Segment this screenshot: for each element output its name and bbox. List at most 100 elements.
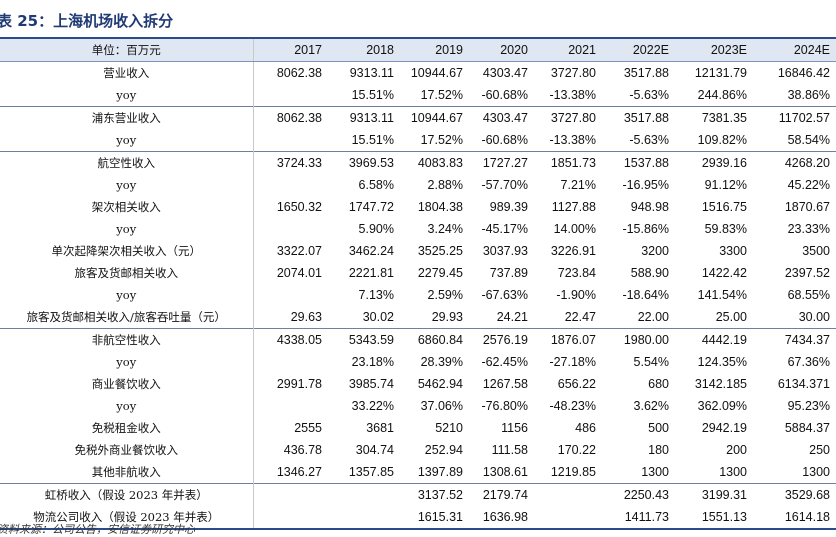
table-cell xyxy=(253,506,328,530)
table-cell: 2250.43 xyxy=(602,483,675,506)
row-label: 商业餐饮收入 xyxy=(0,373,254,395)
table-cell: 8062.38 xyxy=(253,61,328,84)
table-row: yoy 15.51% 17.52% -60.68% -13.38% -5.63% 244.8… xyxy=(0,84,836,107)
table-cell: -45.17% xyxy=(481,222,528,236)
table-cell: 1804.38 xyxy=(417,200,463,214)
table-cell: 2939.16 xyxy=(675,151,753,174)
table-cell: 23.33% xyxy=(787,222,830,236)
table-row: 架次相关收入 1650.32 1747.72 1804.38 989.39 1127.88… xyxy=(0,196,836,218)
table-cell: 4338.05 xyxy=(253,328,328,351)
table-cell: 1851.73 xyxy=(534,151,602,174)
table-cell: -13.38% xyxy=(549,133,596,147)
table-cell: -16.95% xyxy=(622,178,669,192)
row-label: 旅客及货邮相关收入/旅客吞吐量（元） xyxy=(0,306,254,329)
table-cell: 486 xyxy=(575,421,596,435)
table-cell: 948.98 xyxy=(630,200,669,214)
year-header: 2018 xyxy=(328,37,400,62)
table-row: 旅客及货邮相关收入 2074.01 2221.81 2279.45 737.89 723.… xyxy=(0,262,836,284)
table-cell: 3.62% xyxy=(633,399,669,413)
table-cell: 29.93 xyxy=(431,310,463,324)
table-cell: 500 xyxy=(648,421,669,435)
table-cell: 10944.67 xyxy=(400,61,469,84)
table-cell: 2179.74 xyxy=(469,483,534,506)
table-row: 虹桥收入（假设 2023 年并表） 3137.52 2179.74 2250.43 31… xyxy=(0,483,836,506)
table-cell: 1346.27 xyxy=(276,465,322,479)
table-cell xyxy=(253,84,328,107)
table-cell: 7434.37 xyxy=(753,328,836,351)
table-cell: 10944.67 xyxy=(400,106,469,129)
row-label: 旅客及货邮相关收入 xyxy=(0,262,254,284)
year-header: 2017 xyxy=(253,37,328,62)
table-cell: 5884.37 xyxy=(784,421,830,435)
table-cell: 3681 xyxy=(366,421,394,435)
table-cell: 170.22 xyxy=(557,443,596,457)
table-cell: 124.35% xyxy=(697,355,747,369)
table-cell: 737.89 xyxy=(489,266,528,280)
year-header: 2023E xyxy=(675,37,753,62)
table-cell: 3969.53 xyxy=(328,151,400,174)
table-cell: 3985.74 xyxy=(348,377,394,391)
row-label: yoy xyxy=(0,284,254,306)
table-cell: 3517.88 xyxy=(602,106,675,129)
table-cell: 1615.31 xyxy=(400,506,469,530)
table-cell: 362.09% xyxy=(697,399,747,413)
row-label: 免税外商业餐饮收入 xyxy=(0,439,254,461)
table-cell: 3500 xyxy=(802,244,830,258)
row-label: yoy xyxy=(0,129,254,152)
table-row: yoy 7.13% 2.59% -67.63% -1.90% -18.64% 141.54%… xyxy=(0,284,836,306)
table-cell: -62.45% xyxy=(481,355,528,369)
table-row: yoy 33.22% 37.06% -76.80% -48.23% 3.62% 362.09… xyxy=(0,395,836,417)
table-cell: 2074.01 xyxy=(276,266,322,280)
table-cell: 4303.47 xyxy=(469,61,534,84)
table-title: 表 25：上海机场收入拆分 xyxy=(0,12,174,30)
table-cell: 3322.07 xyxy=(276,244,322,258)
table-cell: 3727.80 xyxy=(534,61,602,84)
table-cell: 5343.59 xyxy=(328,328,400,351)
table-cell: 4083.83 xyxy=(400,151,469,174)
table-cell: 3200 xyxy=(641,244,669,258)
table-row: 商业餐饮收入 2991.78 3985.74 5462.94 1267.58 656.22… xyxy=(0,373,836,395)
table-cell: 91.12% xyxy=(704,178,747,192)
table-cell: 45.22% xyxy=(787,178,830,192)
table-cell xyxy=(534,506,602,530)
table-cell: 1876.07 xyxy=(534,328,602,351)
table-cell: 3300 xyxy=(719,244,747,258)
row-label: 非航空性收入 xyxy=(0,328,254,351)
table-cell: -18.64% xyxy=(622,288,669,302)
table-cell: 723.84 xyxy=(557,266,596,280)
table-cell: 5462.94 xyxy=(417,377,463,391)
table-cell: 22.47 xyxy=(564,310,596,324)
table-cell xyxy=(253,395,328,417)
table-cell: 6860.84 xyxy=(400,328,469,351)
row-label: 单次起降架次相关收入（元） xyxy=(0,240,254,262)
table-cell: 3525.25 xyxy=(417,244,463,258)
table-cell: -76.80% xyxy=(481,399,528,413)
table-cell: 15.51% xyxy=(351,133,394,147)
year-header: 2022E xyxy=(602,37,675,62)
row-label: 营业收入 xyxy=(0,61,254,84)
table-cell: 1156 xyxy=(501,421,528,435)
table-cell: 244.86% xyxy=(697,88,747,102)
table-cell xyxy=(253,129,328,152)
table-cell: 37.06% xyxy=(420,399,463,413)
table-cell: 1870.67 xyxy=(784,200,830,214)
table-cell: -15.86% xyxy=(622,222,669,236)
table-row: 单次起降架次相关收入（元） 3322.07 3462.24 3525.25 3037.9… xyxy=(0,240,836,262)
table-cell: 680 xyxy=(648,377,669,391)
table-cell: 2279.45 xyxy=(417,266,463,280)
table-cell: 989.39 xyxy=(489,200,528,214)
table-cell: 3529.68 xyxy=(753,483,836,506)
table-cell: 25.00 xyxy=(715,310,747,324)
table-cell: 3199.31 xyxy=(675,483,753,506)
table-cell: 33.22% xyxy=(351,399,394,413)
table-cell xyxy=(253,483,328,506)
table-cell: -57.70% xyxy=(481,178,528,192)
table-cell: 7.13% xyxy=(358,288,394,302)
table-cell: -60.68% xyxy=(481,133,528,147)
table-cell: 5210 xyxy=(435,421,463,435)
table-cell: 1397.89 xyxy=(417,465,463,479)
table-row: 营业收入 8062.38 9313.11 10944.67 4303.47 3727.80… xyxy=(0,61,836,84)
table-cell: 1127.88 xyxy=(551,200,596,214)
table-cell: 1422.42 xyxy=(701,266,747,280)
table-cell: -5.63% xyxy=(629,133,669,147)
